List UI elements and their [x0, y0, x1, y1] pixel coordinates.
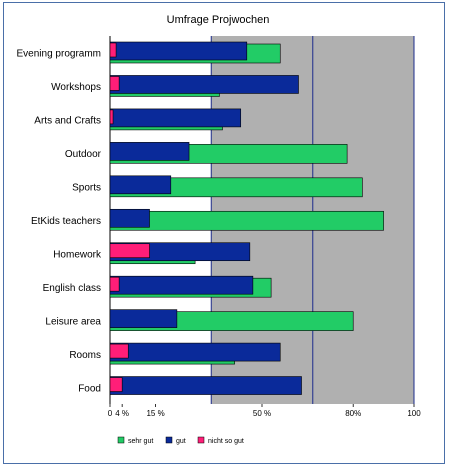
legend-item: sehr gut [117, 436, 153, 445]
bar-gut [109, 75, 299, 94]
legend-item: nicht so gut [197, 436, 244, 445]
x-tick-label: 50 % [253, 409, 271, 418]
x-tick-label: 4 % [115, 409, 129, 418]
category-label: Workshops [51, 82, 101, 93]
legend-swatch [117, 436, 125, 444]
bar-gut [109, 142, 190, 161]
legend: sehr gut gut nicht so gut [117, 436, 244, 445]
bar-gut [109, 208, 150, 228]
legend-label: gut [176, 438, 186, 445]
bar-gut [109, 342, 281, 362]
bar-sehr-gut [109, 210, 384, 231]
bar-nicht-so-gut [109, 243, 150, 259]
bar-nicht-so-gut [109, 109, 114, 125]
bar-nicht-so-gut [109, 76, 120, 91]
legend-item: gut [165, 436, 186, 445]
bar-gut [109, 41, 248, 61]
x-tick-label: 15 % [146, 409, 164, 418]
legend-label: nicht so gut [208, 438, 244, 445]
category-label: Rooms [69, 350, 101, 361]
bar-nicht-so-gut [109, 276, 120, 292]
category-label: Homework [53, 249, 102, 260]
legend-swatch [197, 436, 205, 444]
category-label: English class [43, 283, 101, 294]
legend-label: sehr gut [128, 438, 153, 445]
x-tick-label: 100 [407, 409, 421, 418]
bar-gut [109, 376, 302, 395]
category-label: EtKids teachers [31, 216, 101, 227]
bar-gut [109, 175, 172, 195]
category-label: Leisure area [45, 316, 101, 327]
chart-title: Umfrage Projwochen [167, 14, 270, 26]
bar-nicht-so-gut [109, 377, 123, 392]
bar-nicht-so-gut [109, 343, 129, 359]
bar-gut [109, 309, 178, 328]
category-label: Food [78, 383, 101, 394]
category-labels: Evening programm Workshops Arts and Crafts… [17, 49, 102, 395]
category-label: Outdoor [65, 149, 102, 160]
category-label: Arts and Crafts [34, 116, 101, 127]
bar-gut [109, 108, 242, 128]
x-tick-label: 80% [345, 409, 361, 418]
bar-gut [109, 275, 254, 295]
category-label: Sports [72, 183, 101, 194]
legend-swatch [165, 436, 173, 444]
bar-nicht-so-gut [109, 42, 117, 58]
plot-area [109, 36, 415, 404]
x-tick-label: 0 [108, 409, 113, 418]
category-label: Evening programm [17, 49, 101, 60]
